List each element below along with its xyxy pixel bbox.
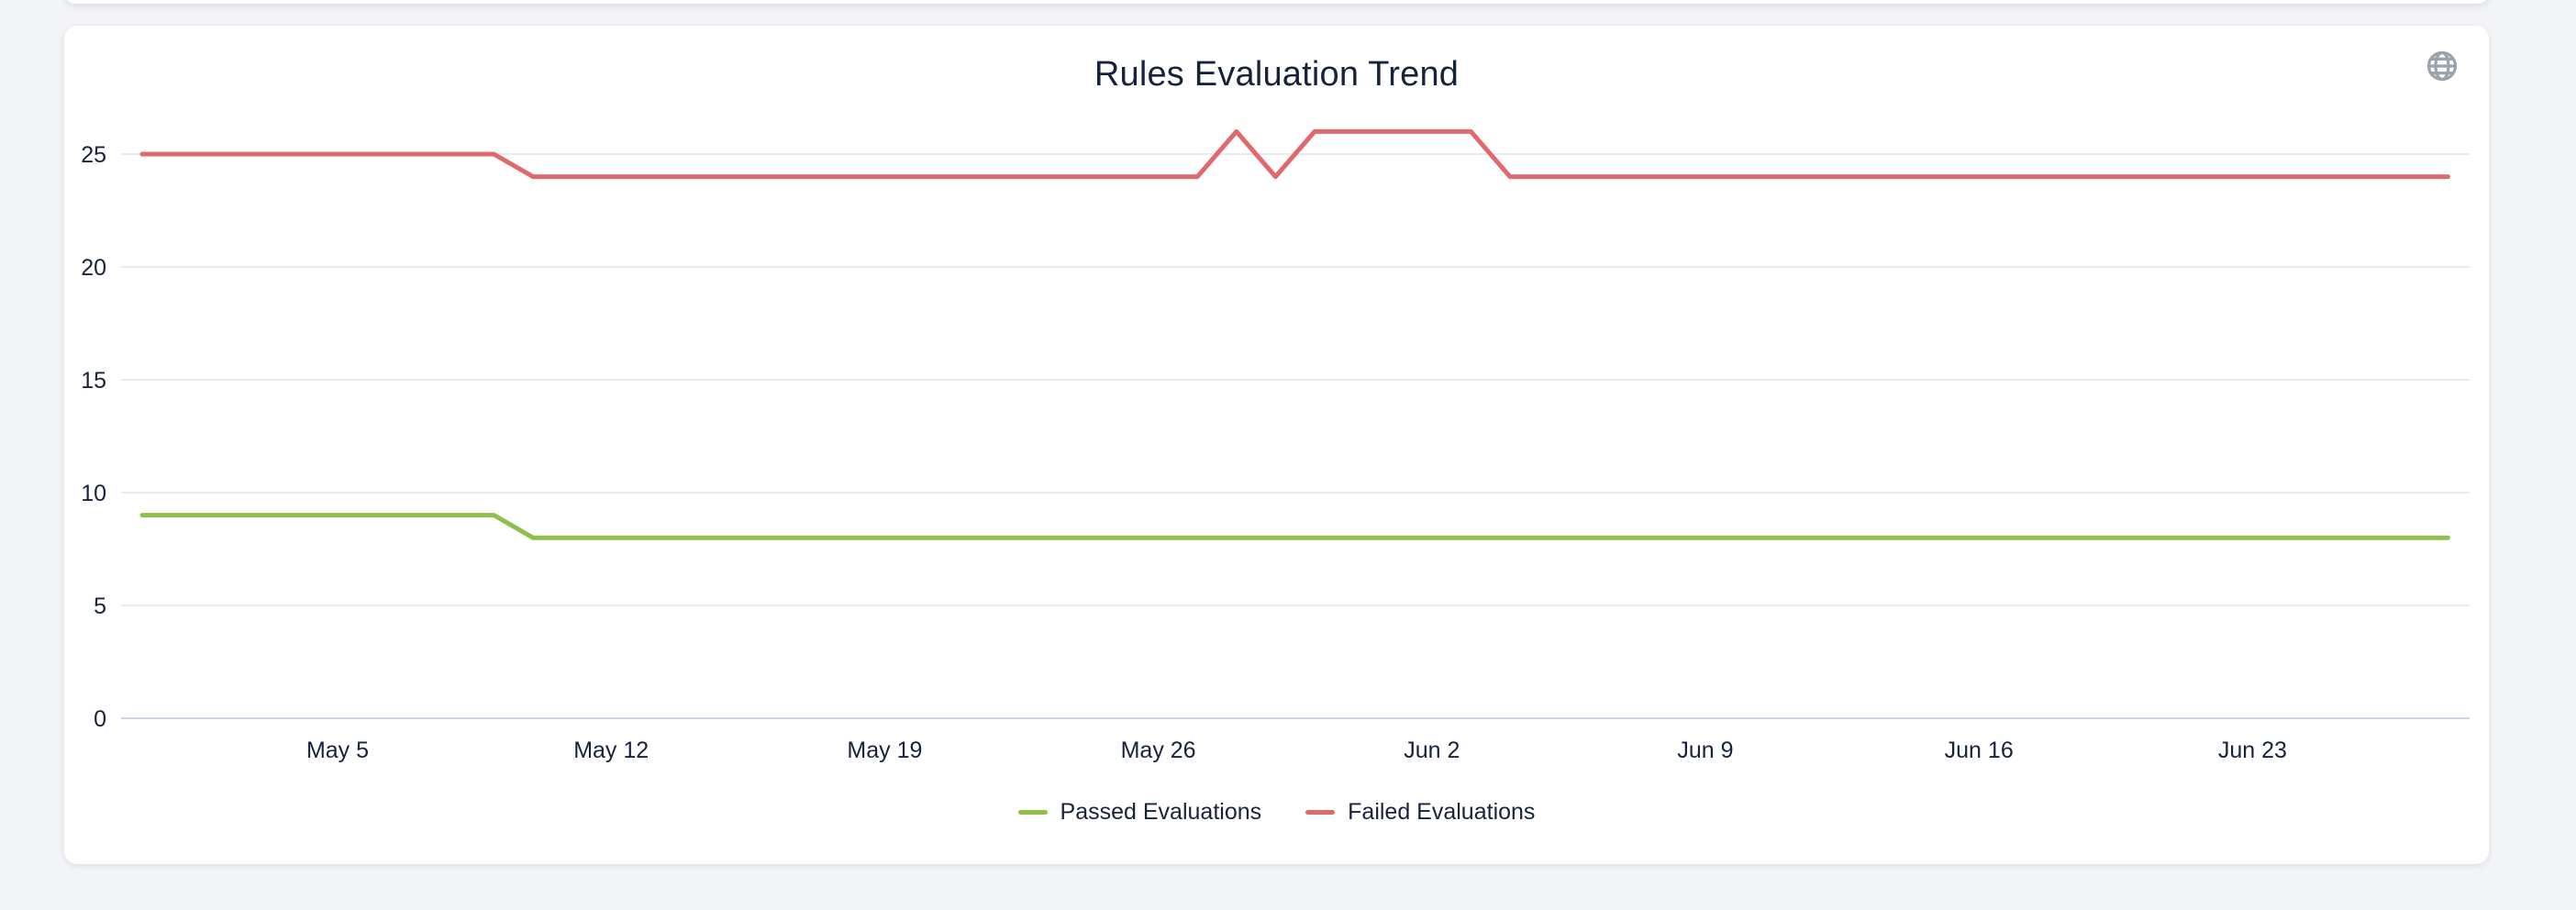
svg-text:25: 25 — [81, 142, 106, 168]
svg-text:Jun 16: Jun 16 — [1945, 738, 2014, 763]
legend-marker-failed — [1305, 810, 1336, 815]
legend-label-failed: Failed Evaluations — [1348, 799, 1536, 825]
svg-text:20: 20 — [81, 255, 106, 281]
svg-text:May 19: May 19 — [847, 738, 922, 763]
svg-text:5: 5 — [94, 594, 106, 619]
legend-item-failed-evaluations[interactable]: Failed Evaluations — [1305, 799, 1535, 826]
svg-text:May 12: May 12 — [573, 738, 649, 763]
svg-text:Jun 9: Jun 9 — [1677, 738, 1733, 763]
legend-label-passed: Passed Evaluations — [1060, 799, 1262, 825]
previous-card-bottom-edge — [64, 0, 2489, 4]
svg-text:May 5: May 5 — [306, 738, 369, 763]
trend-line-chart[interactable]: 0 5 10 15 20 25 May 5 May 12 May 19 May 26 Jun 2 Ju… — [64, 26, 2489, 864]
legend-item-passed-evaluations[interactable]: Passed Evaluations — [1017, 799, 1262, 826]
svg-text:May 26: May 26 — [1121, 738, 1196, 763]
rules-evaluation-trend-card: Rules Evaluation Trend 0 5 10 15 20 25 May 5 Ma… — [64, 26, 2489, 864]
svg-text:Jun 23: Jun 23 — [2218, 738, 2287, 763]
globe-icon — [2426, 50, 2458, 82]
svg-text:Jun 2: Jun 2 — [1404, 738, 1460, 763]
svg-text:0: 0 — [94, 706, 106, 732]
chart-title: Rules Evaluation Trend — [1094, 55, 1460, 94]
svg-text:10: 10 — [81, 481, 106, 506]
globe-button[interactable] — [2422, 46, 2462, 86]
chart-legend: Passed Evaluations Failed Evaluations — [64, 799, 2489, 826]
svg-text:15: 15 — [81, 368, 106, 394]
legend-marker-passed — [1017, 810, 1048, 815]
